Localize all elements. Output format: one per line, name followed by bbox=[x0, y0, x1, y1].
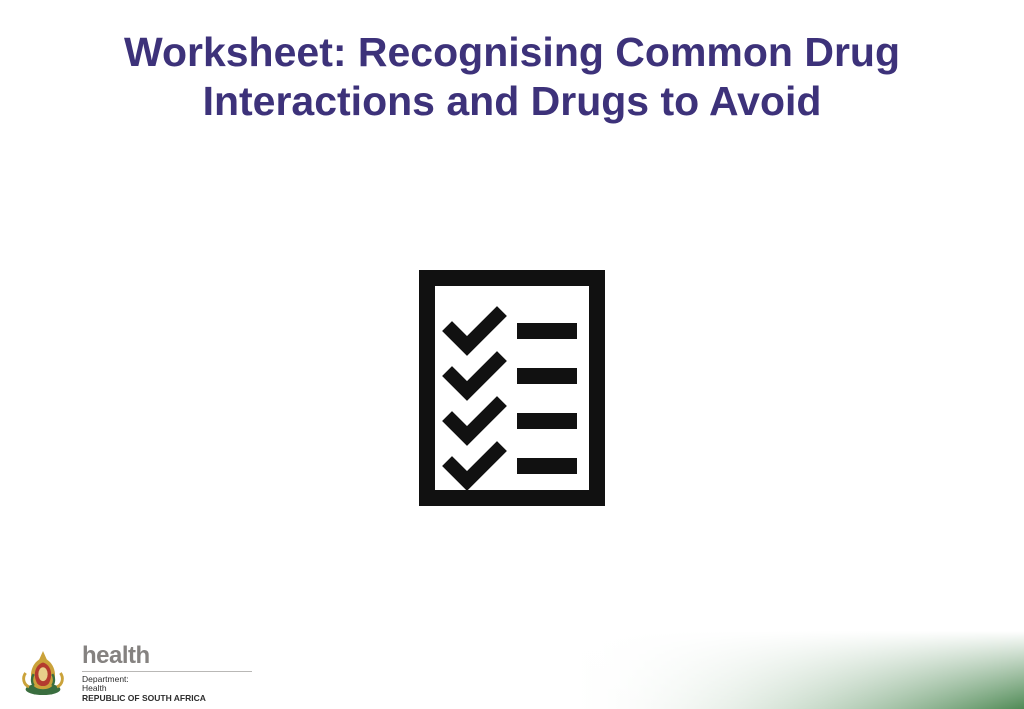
footer: health Department: Health REPUBLIC OF SO… bbox=[0, 631, 1024, 709]
slide-title: Worksheet: Recognising Common Drug Inter… bbox=[0, 0, 1024, 126]
checklist-icon bbox=[417, 268, 607, 508]
checklist-icon-container bbox=[0, 126, 1024, 709]
department-label: Department: bbox=[82, 675, 252, 684]
title-line-1: Worksheet: Recognising Common Drug bbox=[124, 29, 900, 75]
department-text-block: health Department: Health REPUBLIC OF SO… bbox=[82, 644, 252, 703]
footer-branding: health Department: Health REPUBLIC OF SO… bbox=[14, 644, 252, 703]
coat-of-arms-icon bbox=[14, 644, 72, 702]
slide: Worksheet: Recognising Common Drug Inter… bbox=[0, 0, 1024, 709]
title-line-2: Interactions and Drugs to Avoid bbox=[203, 78, 822, 124]
country-name: REPUBLIC OF SOUTH AFRICA bbox=[82, 694, 252, 703]
health-wordmark: health bbox=[82, 644, 252, 668]
divider-line bbox=[82, 671, 252, 672]
